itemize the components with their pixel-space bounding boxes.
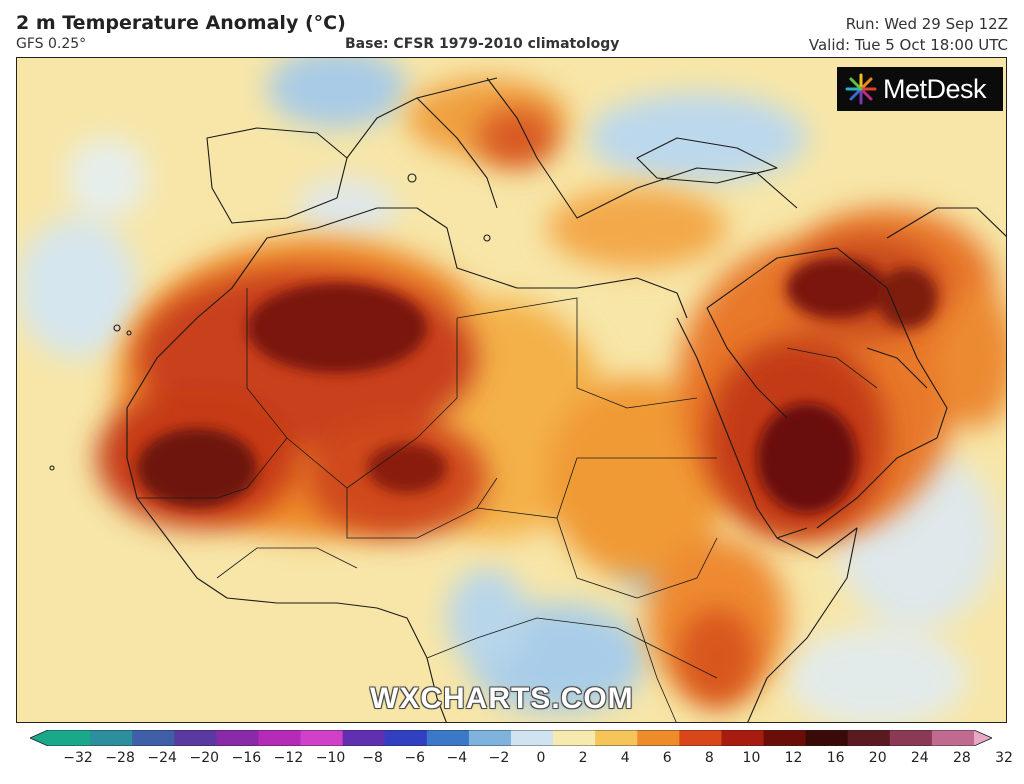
colorbar-tick-label: −24 bbox=[147, 750, 177, 766]
colorbar-tick-label: −16 bbox=[231, 750, 262, 766]
colorbar-segment bbox=[132, 730, 175, 746]
colorbar-tick-label: 20 bbox=[868, 750, 887, 766]
run-label: Run: Wed 29 Sep 12Z bbox=[845, 15, 1008, 33]
extreme-anomaly-layer bbox=[137, 258, 937, 513]
colorbar-tick-label: −20 bbox=[189, 750, 220, 766]
colorbar-tick-label: −2 bbox=[488, 750, 510, 766]
map-canvas bbox=[17, 58, 1006, 722]
base-label: Base: CFSR 1979-2010 climatology bbox=[345, 36, 620, 52]
colorbar-segment bbox=[511, 730, 554, 746]
colorbar-tick-label: 12 bbox=[784, 750, 803, 766]
colorbar-segment bbox=[468, 730, 512, 746]
colorbar-segment bbox=[174, 730, 217, 746]
colorbar-segment bbox=[805, 730, 849, 746]
valid-label: Valid: Tue 5 Oct 18:00 UTC bbox=[808, 36, 1008, 54]
colorbar-segment bbox=[342, 730, 386, 746]
colorbar-tick-label: −32 bbox=[63, 750, 93, 766]
colorbar-tick-label: 28 bbox=[952, 750, 971, 766]
metdesk-logo: MetDesk bbox=[837, 67, 1003, 111]
colorbar-segment bbox=[258, 730, 302, 746]
chart-title: 2 m Temperature Anomaly (°C) bbox=[16, 12, 346, 34]
colorbar-tick-label: 8 bbox=[704, 750, 714, 766]
country-borders bbox=[137, 288, 878, 722]
colorbar-tick-label: 16 bbox=[826, 750, 845, 766]
colorbar-tick-label: 24 bbox=[910, 750, 929, 766]
colorbar-tick-label: −28 bbox=[105, 750, 135, 766]
wxcharts-watermark: WXCHARTS.COM bbox=[370, 682, 634, 715]
colorbar-segment bbox=[300, 730, 344, 746]
colorbar-segment bbox=[216, 730, 259, 746]
colorbar-segment bbox=[48, 730, 91, 746]
colorbar-segment bbox=[931, 730, 975, 746]
metdesk-starburst-icon bbox=[845, 73, 877, 105]
colorbar-segment bbox=[553, 730, 596, 746]
colorbar-segments bbox=[30, 730, 992, 746]
metdesk-logo-text: MetDesk bbox=[883, 73, 987, 104]
colorbar-segment bbox=[889, 730, 933, 746]
colorbar-segment bbox=[721, 730, 765, 746]
colorbar-tick-label: 32 bbox=[995, 750, 1013, 766]
colorbar-segment bbox=[426, 730, 470, 746]
colorbar-segment bbox=[763, 730, 807, 746]
colorbar-segment bbox=[595, 730, 638, 746]
colorbar-tick-label: 4 bbox=[620, 750, 630, 766]
colorbar-min-extend bbox=[30, 730, 48, 746]
colorbar-max-extend bbox=[974, 730, 992, 746]
temperature-anomaly-map bbox=[16, 57, 1007, 723]
colorbar-tick-label: −8 bbox=[362, 750, 383, 766]
colorbar-tick-label: 6 bbox=[662, 750, 672, 766]
colorbar bbox=[30, 730, 992, 746]
colorbar-segment bbox=[679, 730, 722, 746]
colorbar-segment bbox=[384, 730, 428, 746]
colorbar-segment bbox=[90, 730, 133, 746]
colorbar-tick-label: −4 bbox=[446, 750, 468, 766]
colorbar-tick-label: 10 bbox=[742, 750, 761, 766]
colorbar-tick-label: −12 bbox=[273, 750, 304, 766]
colorbar-tick-label: 2 bbox=[578, 750, 588, 766]
colorbar-segment bbox=[847, 730, 891, 746]
colorbar-tick-label: −10 bbox=[315, 750, 346, 766]
colorbar-tick-label: −6 bbox=[404, 750, 426, 766]
colorbar-tick-label: 0 bbox=[536, 750, 546, 766]
colorbar-segment bbox=[637, 730, 680, 746]
model-label: GFS 0.25° bbox=[16, 36, 87, 52]
